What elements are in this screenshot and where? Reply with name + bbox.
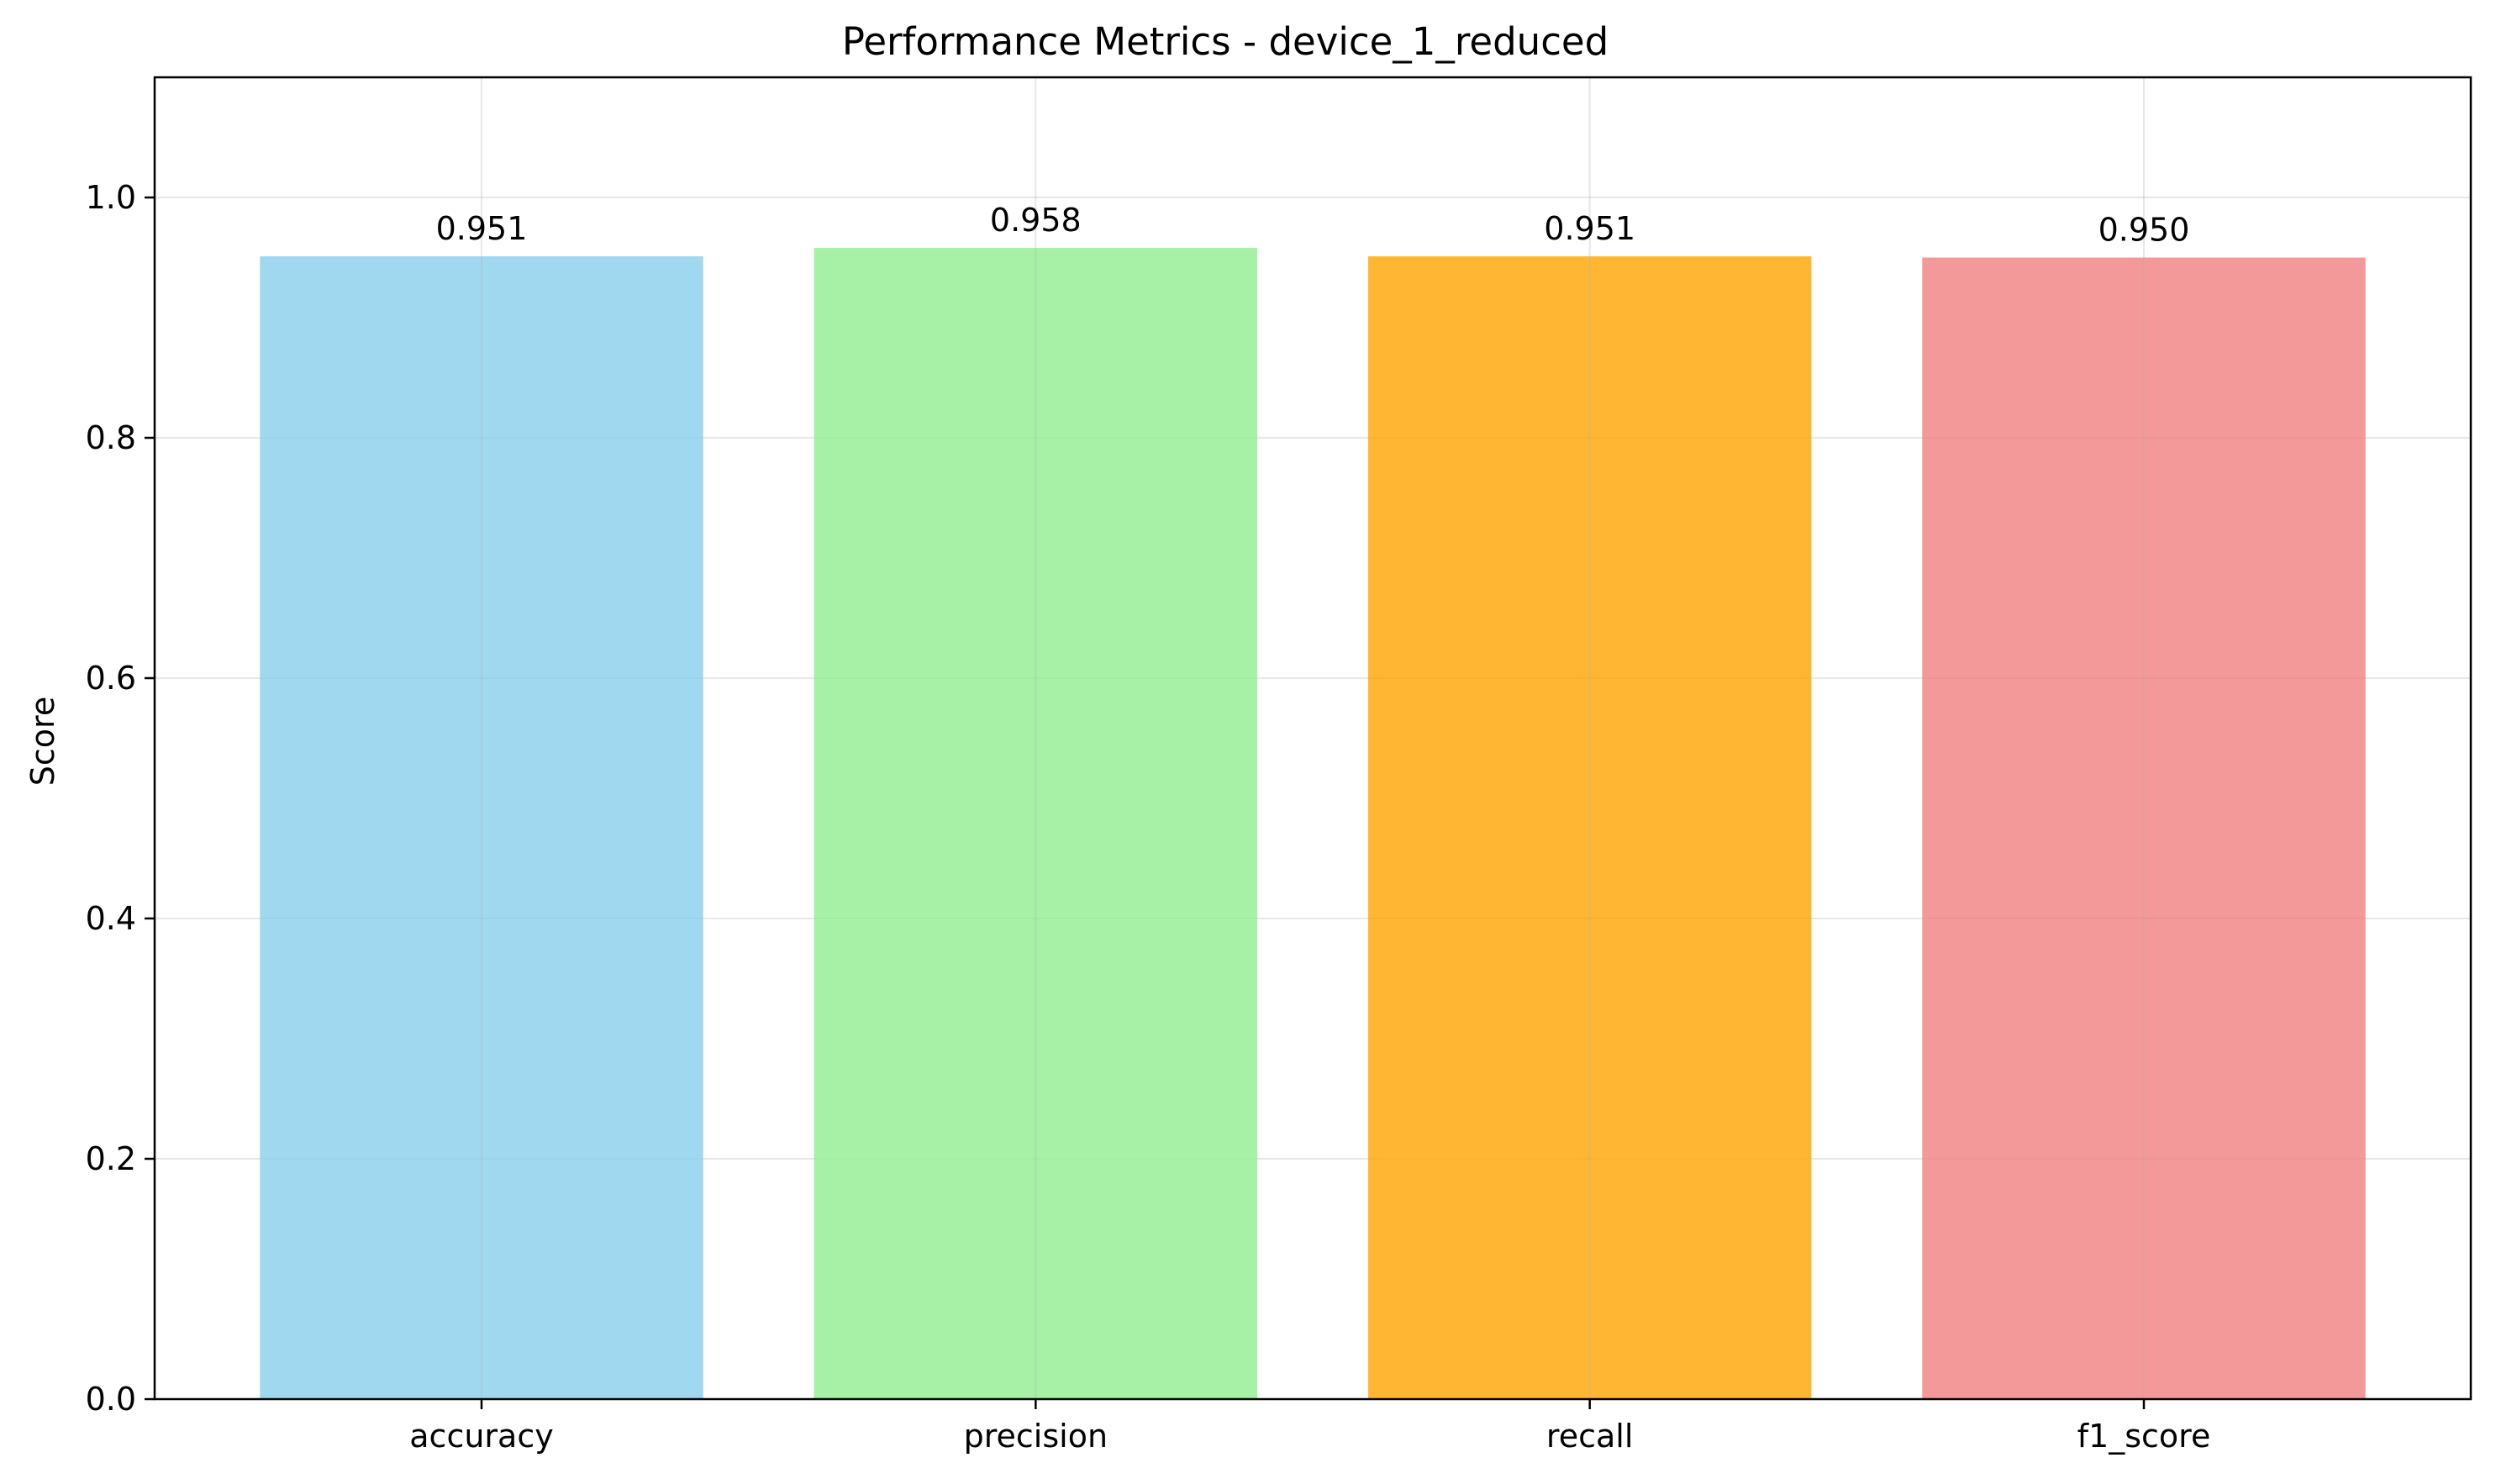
bars — [260, 248, 2366, 1399]
bar-value-label: 0.950 — [2098, 212, 2190, 249]
y-tick-label: 0.0 — [86, 1381, 136, 1418]
plot-area-frame — [153, 76, 2472, 1401]
y-tick-label: 1.0 — [86, 179, 136, 216]
bar-f1-score — [1922, 257, 2366, 1399]
x-axis-ticks: accuracy precision recall f1_score — [409, 1399, 2210, 1455]
x-tick-label: accuracy — [409, 1418, 553, 1455]
bar-precision — [814, 248, 1258, 1399]
y-tick-label: 0.2 — [86, 1140, 136, 1177]
bar-value-labels: 0.951 0.958 0.951 0.950 — [436, 202, 2190, 248]
bar-value-label: 0.951 — [436, 210, 528, 247]
y-axis-label: Score — [24, 697, 61, 786]
x-tick-label: precision — [964, 1418, 1108, 1455]
bar-value-label: 0.951 — [1544, 210, 1635, 247]
y-axis-ticks: 0.0 0.2 0.4 0.6 0.8 1.0 — [86, 179, 155, 1418]
y-tick-label: 0.4 — [86, 900, 136, 937]
bar-value-label: 0.958 — [990, 202, 1082, 239]
x-tick-label: f1_score — [2077, 1418, 2211, 1455]
bar-accuracy — [260, 256, 703, 1399]
bar-recall — [1367, 256, 1812, 1399]
vertical-grid — [481, 77, 2145, 1399]
y-tick-label: 0.6 — [86, 660, 136, 697]
y-tick-label: 0.8 — [86, 419, 136, 456]
chart-title: Performance Metrics - device_1_reduced — [842, 19, 1609, 64]
x-tick-label: recall — [1546, 1418, 1633, 1455]
